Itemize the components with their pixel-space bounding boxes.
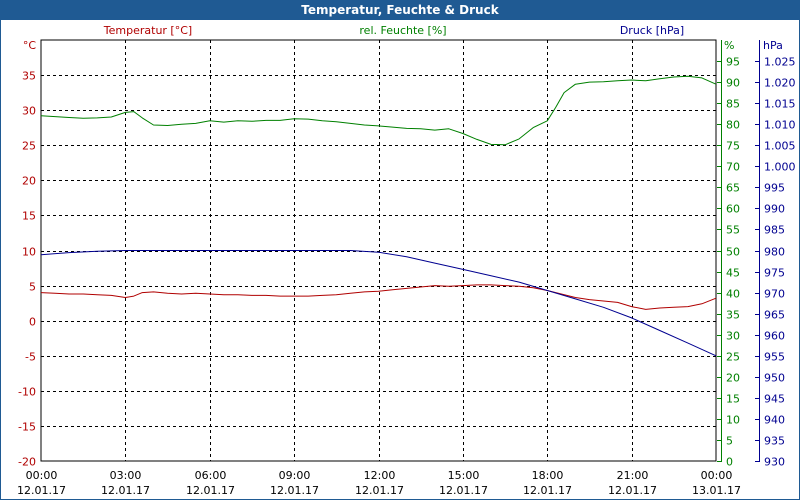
x-tick-time: 12:00: [364, 469, 396, 482]
pressure-tick-label: 1.000: [764, 161, 796, 174]
pressure-tick-label: 985: [764, 224, 785, 237]
temperature-line: [40, 284, 717, 310]
pressure-tick-label: 990: [764, 203, 785, 216]
humidity-tick-label: 95: [726, 56, 740, 69]
pressure-tick-label: 970: [764, 288, 785, 301]
temperature-unit: °C: [23, 39, 37, 52]
temperature-tick-label: 10: [22, 246, 36, 259]
humidity-tick-label: 40: [726, 288, 740, 301]
pressure-unit: hPa: [763, 39, 783, 52]
temperature-tick-label: 0: [29, 316, 36, 329]
humidity-tick-label: 85: [726, 98, 740, 111]
x-tick-date: 12.01.17: [101, 484, 150, 497]
temperature-tick-label: -10: [18, 386, 36, 399]
temperature-tick-label: 20: [22, 175, 36, 188]
temperature-tick-label: 5: [29, 281, 36, 294]
pressure-tick-label: 1.005: [764, 140, 796, 153]
pressure-tick-label: 975: [764, 267, 785, 280]
humidity-tick-label: 50: [726, 246, 740, 259]
temperature-tick-label: 25: [22, 140, 36, 153]
pressure-line: [40, 250, 717, 357]
x-tick-time: 15:00: [448, 469, 480, 482]
temperature-tick-label: -20: [18, 456, 36, 469]
humidity-tick-label: 55: [726, 224, 740, 237]
x-tick-time: 00:00: [701, 469, 733, 482]
x-tick-date: 12.01.17: [523, 484, 572, 497]
pressure-tick-label: 980: [764, 246, 785, 259]
pressure-tick-label: 1.015: [764, 98, 796, 111]
x-tick-date: 12.01.17: [439, 484, 488, 497]
humidity-tick-label: 10: [726, 414, 740, 427]
x-tick-time: 03:00: [110, 469, 142, 482]
pressure-tick-label: 965: [764, 309, 785, 322]
temperature-tick-label: 15: [22, 210, 36, 223]
humidity-tick-label: 60: [726, 203, 740, 216]
temperature-axis-label: Temperatur [°C]: [103, 24, 192, 37]
window-title: Temperatur, Feuchte & Druck: [0, 0, 800, 20]
humidity-tick-label: 5: [726, 435, 733, 448]
x-tick-time: 06:00: [195, 469, 227, 482]
humidity-tick-label: 75: [726, 140, 740, 153]
pressure-tick-label: 955: [764, 351, 785, 364]
pressure-tick-label: 950: [764, 372, 785, 385]
pressure-tick-label: 945: [764, 393, 785, 406]
humidity-tick-label: 35: [726, 309, 740, 322]
x-tick-time: 09:00: [279, 469, 311, 482]
x-tick-time: 18:00: [532, 469, 564, 482]
x-tick-date: 12.01.17: [186, 484, 235, 497]
x-tick-date: 12.01.17: [270, 484, 319, 497]
temperature-tick-label: 35: [22, 70, 36, 83]
humidity-line: [40, 75, 717, 146]
temperature-tick-label: -5: [25, 351, 36, 364]
humidity-tick-label: 30: [726, 330, 740, 343]
x-tick-date: 13.01.17: [692, 484, 741, 497]
humidity-tick-label: 45: [726, 267, 740, 280]
humidity-tick-label: 65: [726, 182, 740, 195]
humidity-unit: %: [724, 39, 734, 52]
temperature-tick-label: 30: [22, 105, 36, 118]
pressure-tick-label: 1.010: [764, 119, 796, 132]
x-tick-date: 12.01.17: [608, 484, 657, 497]
pressure-tick-label: 960: [764, 330, 785, 343]
humidity-tick-label: 0: [726, 456, 733, 469]
humidity-tick-label: 25: [726, 351, 740, 364]
pressure-tick-label: 1.020: [764, 77, 796, 90]
pressure-tick-label: 935: [764, 435, 785, 448]
pressure-axis-label: Druck [hPa]: [620, 24, 684, 37]
humidity-tick-label: 70: [726, 161, 740, 174]
pressure-tick-label: 940: [764, 414, 785, 427]
pressure-tick-label: 930: [764, 456, 785, 469]
series: [40, 75, 717, 357]
humidity-tick-label: 15: [726, 393, 740, 406]
axes: 35302520151050-5-10-15-2000:0012.01.1703…: [17, 40, 796, 497]
humidity-tick-label: 90: [726, 77, 740, 90]
humidity-tick-label: 20: [726, 372, 740, 385]
pressure-tick-label: 1.025: [764, 56, 796, 69]
x-tick-time: 21:00: [617, 469, 649, 482]
pressure-tick-label: 995: [764, 182, 785, 195]
humidity-tick-label: 80: [726, 119, 740, 132]
temperature-tick-label: -15: [18, 421, 36, 434]
humidity-axis-label: rel. Feuchte [%]: [359, 24, 446, 37]
plot-area-border: [40, 39, 717, 462]
x-tick-date: 12.01.17: [355, 484, 404, 497]
x-tick-date: 12.01.17: [17, 484, 66, 497]
x-tick-time: 00:00: [26, 469, 58, 482]
